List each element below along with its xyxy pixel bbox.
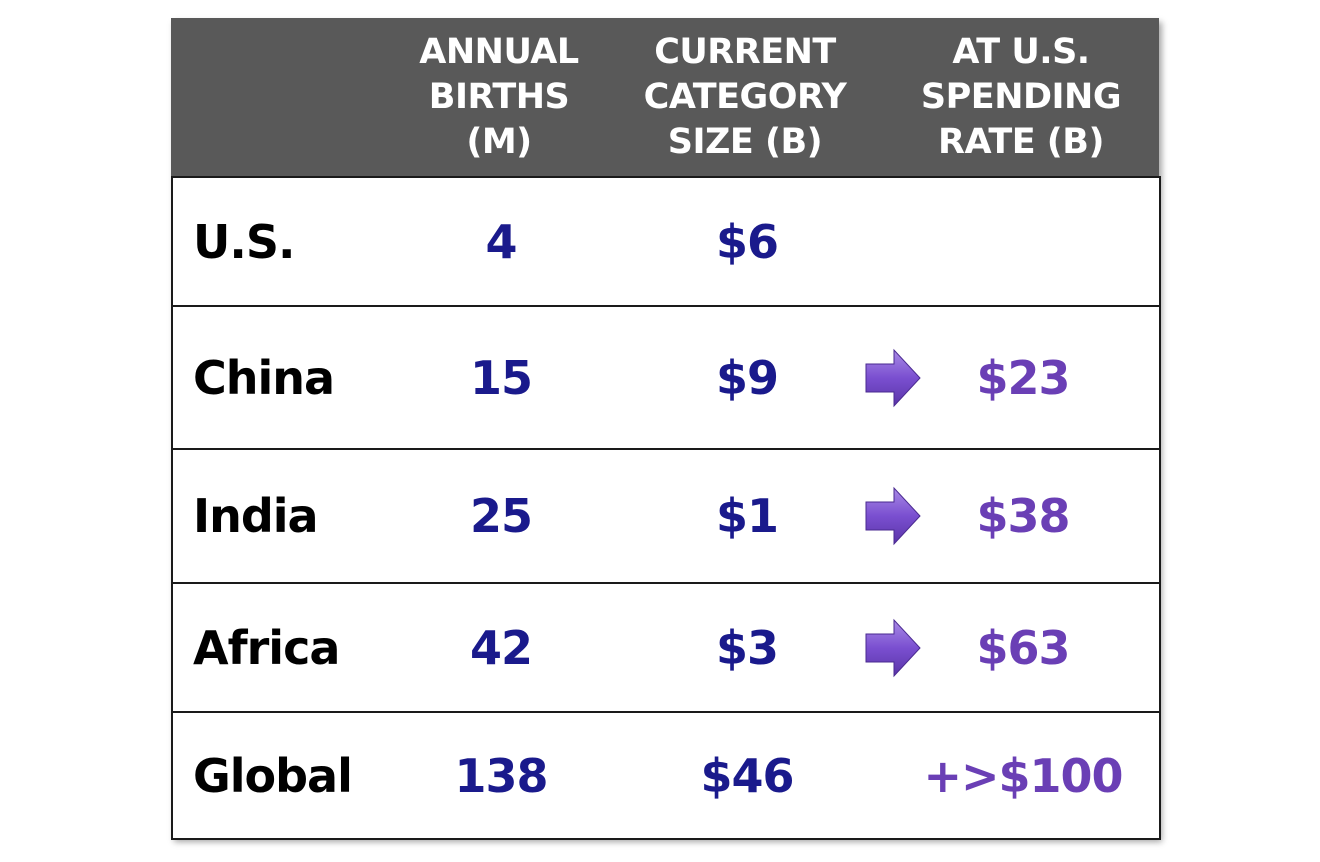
row-region-name: India [193,489,319,543]
table-row: Global 138 $46 +>$100 [173,713,1159,838]
row-category-size: $46 [700,748,794,803]
header-current-category-size: CURRENT CATEGORY SIZE (B) [643,31,847,162]
table-row: U.S. 4 $6 [173,178,1159,307]
data-table: ANNUAL BIRTHS (M) CURRENT CATEGORY SIZE … [171,18,1161,840]
right-arrow-icon [863,307,923,448]
table-body: U.S. 4 $6 China 15 $9 $23 India 25 $1 $3… [171,176,1161,840]
table-row: Africa 42 $3 $63 [173,584,1159,713]
table-header: ANNUAL BIRTHS (M) CURRENT CATEGORY SIZE … [171,18,1159,176]
right-arrow-icon [863,450,923,582]
header-annual-births: ANNUAL BIRTHS (M) [419,31,579,162]
table-row: China 15 $9 $23 [173,307,1159,450]
row-region-name: Africa [193,620,340,675]
right-arrow-icon [863,584,923,711]
row-category-size: $3 [715,620,779,675]
row-us-rate-value: $38 [976,489,1070,543]
row-us-rate-value: $23 [976,350,1070,405]
table-row: India 25 $1 $38 [173,450,1159,584]
row-category-size: $6 [715,214,779,269]
row-region-name: U.S. [193,214,295,269]
row-annual-births: 25 [469,489,533,543]
row-region-name: Global [193,748,353,803]
row-us-rate-value [913,178,1133,305]
row-annual-births: 15 [469,350,533,405]
row-annual-births: 4 [485,214,517,269]
row-us-rate-value: $63 [976,620,1070,675]
row-category-size: $9 [715,350,779,405]
header-us-spending-rate: AT U.S. SPENDING RATE (B) [920,31,1122,162]
row-annual-births: 42 [469,620,533,675]
row-region-name: China [193,350,335,405]
row-category-size: $1 [715,489,779,543]
row-annual-births: 138 [454,748,548,803]
row-us-rate-value: +>$100 [923,748,1123,803]
